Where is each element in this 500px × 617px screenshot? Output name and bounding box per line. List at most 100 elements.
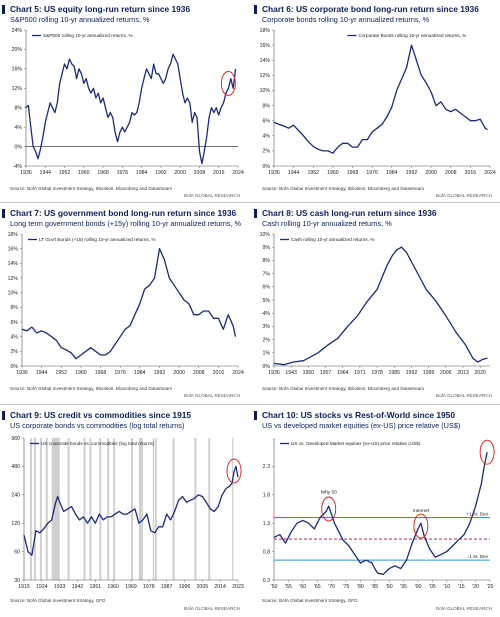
chart-brand: BofA GLOBAL RESEARCH <box>184 193 240 198</box>
x-tick-label: 1984 <box>136 170 148 176</box>
x-tick-label: 1943 <box>285 370 297 376</box>
y-tick-label: 8% <box>263 258 271 264</box>
chart-subtitle: US vs developed market equities (ex-US) … <box>262 421 461 430</box>
x-tick-label: 1950 <box>303 370 315 376</box>
x-tick-label: 2020 <box>474 370 486 376</box>
x-tick-label: 1985 <box>388 370 400 376</box>
y-tick-label: 2.3 <box>263 464 270 470</box>
x-tick-label: 1987 <box>161 584 173 590</box>
x-tick-label: 1951 <box>90 584 102 590</box>
x-tick-label: 2023 <box>232 584 244 590</box>
chart-plot: 0% 2% 4% 6% 8% 10% 12% 14% 16% 18% 1936 1944 1952 196… <box>260 28 496 176</box>
x-tick-label: 2024 <box>232 170 244 176</box>
y-tick-label: 18% <box>260 28 271 34</box>
series-line <box>273 452 488 575</box>
x-tick-label: '80 <box>357 584 364 590</box>
y-tick-label: 4% <box>263 134 271 140</box>
legend-label: Corporate Bonds rolling 10-yr annualized… <box>358 33 466 38</box>
y-tick-label: 24% <box>12 28 23 34</box>
x-tick-label: 2008 <box>193 370 205 376</box>
x-tick-label: 1936 <box>20 170 32 176</box>
y-tick-label: 10% <box>260 88 271 94</box>
x-tick-label: '90 <box>386 584 393 590</box>
y-tick-label: 7% <box>263 271 271 277</box>
x-tick-label: 2024 <box>484 170 496 176</box>
x-tick-label: 1999 <box>423 370 435 376</box>
y-tick-label: 960 <box>11 436 20 442</box>
y-tick-label: 2% <box>11 349 19 355</box>
y-tick-label: 1.3 <box>263 521 270 527</box>
series-line <box>21 248 237 360</box>
x-tick-label: 1936 <box>16 370 28 376</box>
recession-band <box>51 438 60 580</box>
chart-subtitle: US corporate bonds vs commodities (log t… <box>10 421 185 430</box>
chart-subtitle: S&P500 rolling 10-yr annualized returns,… <box>10 15 150 24</box>
y-tick-label: 10% <box>260 232 271 238</box>
chart-brand: BofA GLOBAL RESEARCH <box>436 606 492 611</box>
y-tick-label: -4% <box>13 164 23 170</box>
x-tick-label: 1976 <box>117 170 129 176</box>
x-tick-label: 1992 <box>406 370 418 376</box>
legend-label: US corporate bonds vs. commodities (log … <box>41 441 155 446</box>
recession-band <box>89 438 92 580</box>
x-tick-label: 1984 <box>386 170 398 176</box>
recession-band <box>39 438 42 580</box>
x-tick-label: 1992 <box>155 170 167 176</box>
x-tick-label: '00 <box>415 584 422 590</box>
x-tick-label: 1976 <box>114 370 126 376</box>
highlight-circle <box>479 439 495 465</box>
annotation-label: Internet <box>413 508 430 514</box>
recession-band <box>194 438 197 580</box>
y-tick-label: 0% <box>263 364 271 370</box>
x-tick-label: 1960 <box>107 584 119 590</box>
title-marker <box>254 411 257 420</box>
row-divider <box>0 202 500 203</box>
legend-label: Cash rolling 10-yr annualized returns, % <box>291 237 374 242</box>
x-tick-label: 2000 <box>425 170 437 176</box>
x-tick-label: 2005 <box>197 584 209 590</box>
x-tick-label: 1944 <box>39 170 51 176</box>
x-tick-label: 1952 <box>307 170 319 176</box>
y-tick-label: 9% <box>263 245 271 251</box>
x-tick-label: 2013 <box>457 370 469 376</box>
recession-band <box>99 438 102 580</box>
chart-subtitle: Corporate bonds rolling 10-yr annualized… <box>262 15 430 24</box>
series-line <box>273 44 488 154</box>
x-tick-label: 1984 <box>134 370 146 376</box>
x-tick-label: '10 <box>443 584 450 590</box>
chart-title: Chart 10: US stocks vs Rest-of-World sin… <box>262 410 456 420</box>
chart-source: Source: BofA Global Investment Strategy,… <box>262 186 425 191</box>
x-tick-label: 2016 <box>465 170 477 176</box>
x-tick-label: 1971 <box>354 370 366 376</box>
x-tick-label: 1996 <box>179 584 191 590</box>
y-tick-label: 12% <box>12 86 23 92</box>
x-tick-label: '85 <box>371 584 378 590</box>
x-tick-label: 1968 <box>95 370 107 376</box>
chart-plot: 30 60 120 240 480 960 1915 1924 1933 1942 1951 1960… <box>11 436 244 590</box>
recession-band <box>138 438 143 580</box>
std-dev-label: +1 St. Dev <box>466 512 488 517</box>
x-tick-label: 1992 <box>154 370 166 376</box>
chart-panel: Chart 10: US stocks vs Rest-of-World sin… <box>254 408 498 614</box>
chart-panel: Chart 5: US equity long-run return since… <box>2 2 246 198</box>
x-tick-label: 1924 <box>36 584 48 590</box>
recession-band <box>83 438 86 580</box>
recession-band <box>131 438 133 580</box>
series-line <box>273 246 488 366</box>
chart-title: Chart 5: US equity long-run return since… <box>10 4 191 14</box>
x-tick-label: 1936 <box>268 370 280 376</box>
y-tick-label: 0% <box>11 364 19 370</box>
x-tick-label: 1992 <box>406 170 418 176</box>
y-tick-label: 3% <box>263 324 271 330</box>
x-tick-label: 1978 <box>143 584 155 590</box>
x-tick-label: 2024 <box>232 370 244 376</box>
x-tick-label: 1960 <box>75 370 87 376</box>
y-tick-label: 2% <box>263 337 271 343</box>
chart-panel: Chart 6: US corporate bond long-run retu… <box>254 2 498 198</box>
recession-band <box>208 438 211 580</box>
y-tick-label: 6% <box>263 118 271 124</box>
title-marker <box>2 5 5 14</box>
y-tick-label: 12% <box>8 276 19 282</box>
title-marker <box>2 411 5 420</box>
chart-title: Chart 6: US corporate bond long-run retu… <box>262 4 479 14</box>
